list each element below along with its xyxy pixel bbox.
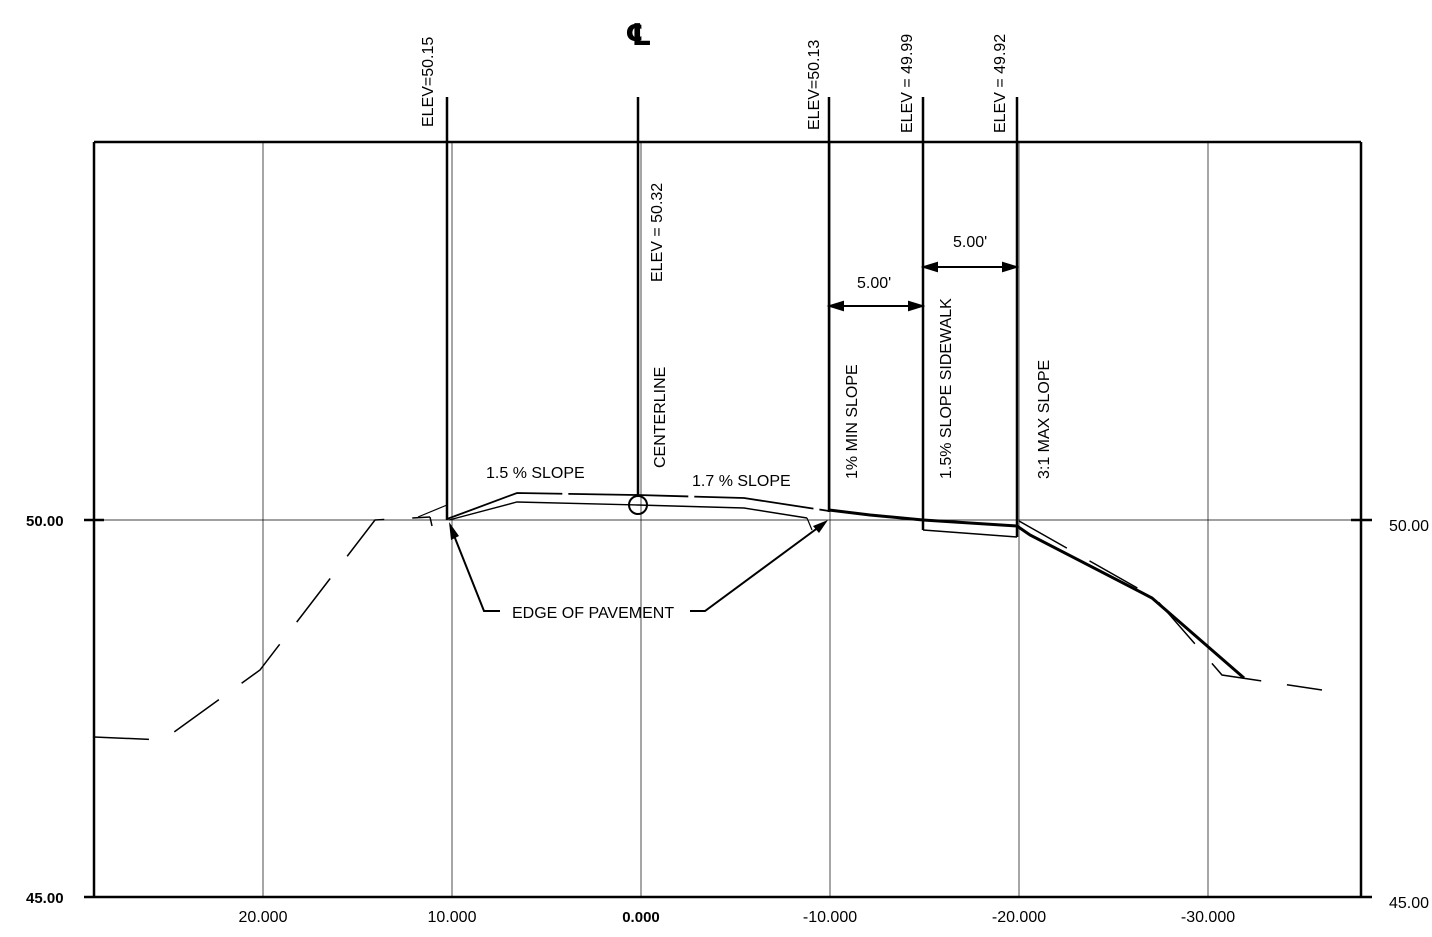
dim-1-arrow-right xyxy=(908,300,926,312)
dim-1-arrow-left xyxy=(826,300,844,312)
x-label-neg30: -30.000 xyxy=(1181,909,1235,926)
centerline-label: CENTERLINE xyxy=(652,367,669,468)
pavement-section xyxy=(417,492,830,531)
dimension-label-1: 5.00' xyxy=(857,275,891,292)
station-lines xyxy=(445,97,1019,537)
proposed-grade xyxy=(828,508,1245,680)
dim-2-arrow-left xyxy=(920,261,938,273)
elev-label-sidewalk-end: ELEV = 49.92 xyxy=(992,34,1009,133)
leader-left-arrowhead xyxy=(449,522,459,540)
pavement-right-dash xyxy=(806,517,813,531)
elev-label-centerline: ELEV = 50.32 xyxy=(649,183,666,282)
sidewalk-top xyxy=(922,518,1018,528)
y-label-left-45: 45.00 xyxy=(26,890,64,907)
pavement-left-taper xyxy=(417,504,448,518)
elev-label-left-edge: ELEV=50.15 xyxy=(420,37,437,127)
edge-of-pavement-label: EDGE OF PAVEMENT xyxy=(512,605,674,622)
y-label-right-45: 45.00 xyxy=(1389,895,1429,912)
grading-line-to-sidewalk xyxy=(828,508,924,522)
left-pavement-slope-label: 1.5 % SLOPE xyxy=(486,465,585,482)
y-label-right-50: 50.00 xyxy=(1389,518,1429,535)
leader-right-arrowhead xyxy=(813,520,828,533)
elev-label-right-edge: ELEV=50.13 xyxy=(806,40,823,130)
fill-slope xyxy=(1016,524,1245,680)
x-label-neg20: -20.000 xyxy=(992,909,1046,926)
max-slope-label: 3:1 MAX SLOPE xyxy=(1036,360,1053,479)
elev-label-sidewalk-start: ELEV = 49.99 xyxy=(899,34,916,133)
min-slope-label: 1% MIN SLOPE xyxy=(844,364,861,479)
existing-ground-right xyxy=(1018,520,1323,691)
leader-left xyxy=(450,527,500,612)
sidewalk-bottom xyxy=(922,529,1018,538)
right-pavement-slope-label: 1.7 % SLOPE xyxy=(692,473,791,490)
x-label-0: 0.000 xyxy=(622,909,660,926)
sidewalk-slope-label: 1.5% SLOPE SIDEWALK xyxy=(938,298,955,479)
y-label-left-50: 50.00 xyxy=(26,513,64,530)
x-label-10: 10.000 xyxy=(428,909,477,926)
dimension-lines xyxy=(826,261,1020,312)
edge-of-pavement-leaders xyxy=(450,523,824,612)
x-label-20: 20.000 xyxy=(239,909,288,926)
centerline-symbol: ℄ xyxy=(625,19,652,52)
dim-2-arrow-right xyxy=(1002,261,1020,273)
dimension-label-2: 5.00' xyxy=(953,234,987,251)
existing-ground-left xyxy=(93,516,431,741)
pavement-bottom-surface xyxy=(448,501,808,521)
grid-lines xyxy=(94,142,1360,897)
existing-ground-left-tick xyxy=(429,516,433,527)
frame xyxy=(84,140,1372,899)
x-label-neg10: -10.000 xyxy=(803,909,857,926)
leader-right xyxy=(690,523,824,612)
centerline-point-marker xyxy=(628,495,648,515)
